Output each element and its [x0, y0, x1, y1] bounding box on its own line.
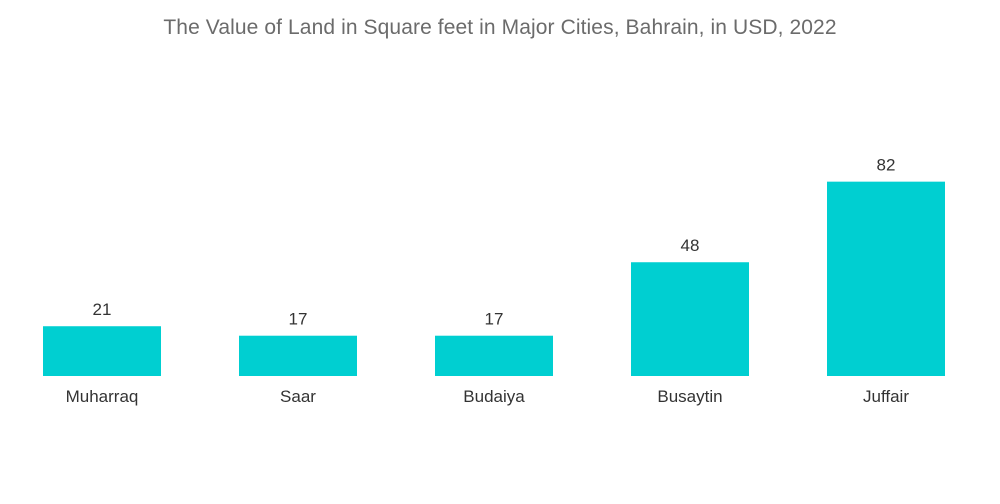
category-label-saar: Saar: [280, 387, 316, 406]
bar-juffair: [827, 181, 945, 376]
category-label-budaiya: Budaiya: [463, 387, 525, 406]
value-label-busaytin: 48: [681, 236, 700, 255]
category-label-juffair: Juffair: [863, 387, 909, 406]
value-labels-group: 21 17 17 48 82: [93, 156, 896, 329]
value-label-budaiya: 17: [485, 310, 504, 329]
value-label-juffair: 82: [877, 156, 896, 175]
category-label-busaytin: Busaytin: [657, 387, 722, 406]
bar-budaiya: [435, 335, 553, 376]
bars-group: [43, 181, 945, 376]
value-label-muharraq: 21: [93, 300, 112, 319]
category-labels-group: Muharraq Saar Budaiya Busaytin Juffair: [66, 387, 910, 406]
chart-title: The Value of Land in Square feet in Majo…: [163, 16, 837, 39]
category-label-muharraq: Muharraq: [66, 387, 139, 406]
bar-muharraq: [43, 326, 161, 376]
bar-saar: [239, 335, 357, 376]
value-label-saar: 17: [289, 310, 308, 329]
bar-busaytin: [631, 262, 749, 376]
